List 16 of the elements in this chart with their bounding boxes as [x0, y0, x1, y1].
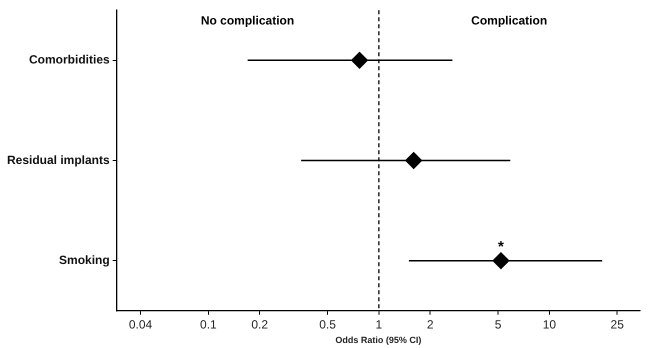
x-tick-label: 25 — [610, 317, 624, 332]
x-tick-label: 10 — [542, 317, 556, 332]
x-tick-label: 0.5 — [319, 317, 336, 332]
y-tick-label: Residual implants — [6, 152, 110, 167]
x-tick-label: 5 — [494, 317, 502, 332]
x-tick-label: 0.2 — [251, 317, 268, 332]
x-axis-title: Odds Ratio (95% CI) — [335, 335, 422, 346]
y-tick-label: Comorbidities — [29, 52, 110, 67]
x-tick-label: 2 — [426, 317, 434, 332]
annotation: * — [498, 238, 504, 256]
y-tick-label: Smoking — [59, 253, 110, 268]
x-tick-label: 0.1 — [200, 317, 218, 332]
annotation: Complication — [471, 14, 548, 28]
annotation: No complication — [200, 14, 294, 28]
x-tick-label: 1 — [376, 317, 383, 332]
x-tick-label: 0.04 — [128, 317, 153, 332]
